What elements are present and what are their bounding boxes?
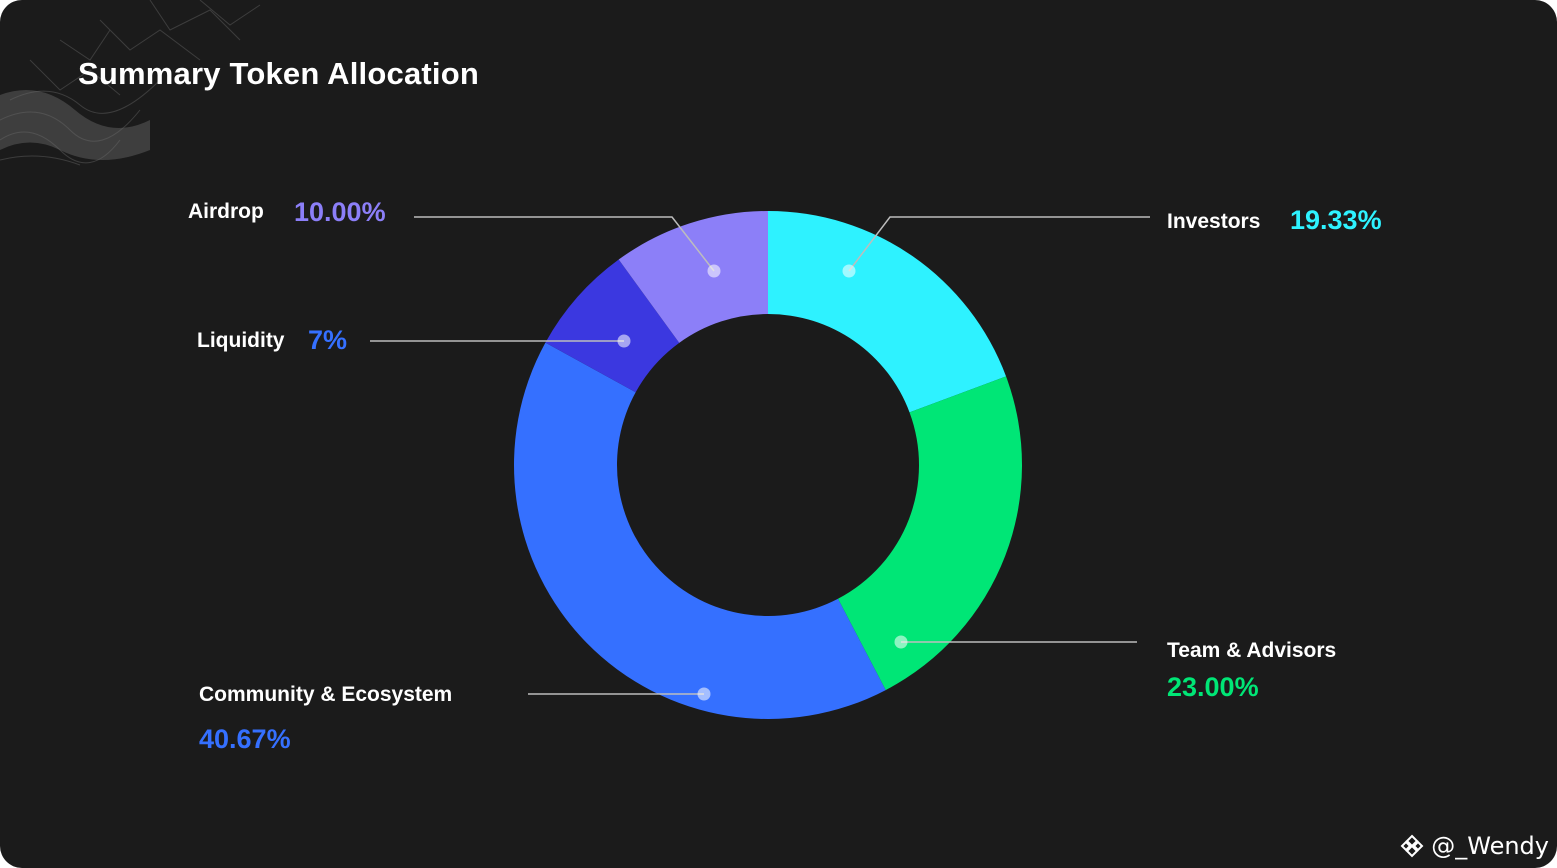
value-label-community-ecosystem: 40.67% (199, 724, 291, 754)
value-label-liquidity: 7% (308, 325, 348, 355)
leader-dot-investors (842, 264, 856, 278)
donut-slice-liquidity (545, 259, 680, 393)
leader-line-airdrop (414, 216, 715, 272)
leader-dot-airdrop (707, 264, 721, 278)
legend-label-airdrop: Airdrop (188, 200, 264, 223)
legend-label-liquidity: Liquidity (197, 329, 285, 352)
value-label-team-advisors: 23.00% (1167, 672, 1259, 702)
legend-label-investors: Investors (1167, 210, 1261, 233)
background-texture (0, 0, 261, 166)
value-label-investors: 19.33% (1290, 205, 1382, 235)
watermark-text: @_Wendy (1431, 832, 1549, 860)
leader-line-investors (848, 216, 1150, 272)
exchange-logo-icon (1400, 834, 1424, 858)
donut-slice-airdrop (618, 211, 768, 343)
donut-slice-investors (768, 211, 1007, 413)
donut-slice-community-ecosystem (513, 342, 886, 719)
legend-label-community-ecosystem: Community & Ecosystem (199, 683, 453, 706)
legend-label-team-advisors: Team & Advisors (1167, 639, 1337, 662)
chart-title: Summary Token Allocation (78, 56, 479, 91)
donut-slice-team-advisors (837, 376, 1022, 691)
leader-dot-community-ecosystem (697, 687, 711, 701)
leader-dot-team-advisors (894, 635, 908, 649)
watermark: @_Wendy (1399, 832, 1549, 860)
value-label-airdrop: 10.00% (294, 197, 386, 227)
leader-dot-liquidity (617, 334, 631, 348)
